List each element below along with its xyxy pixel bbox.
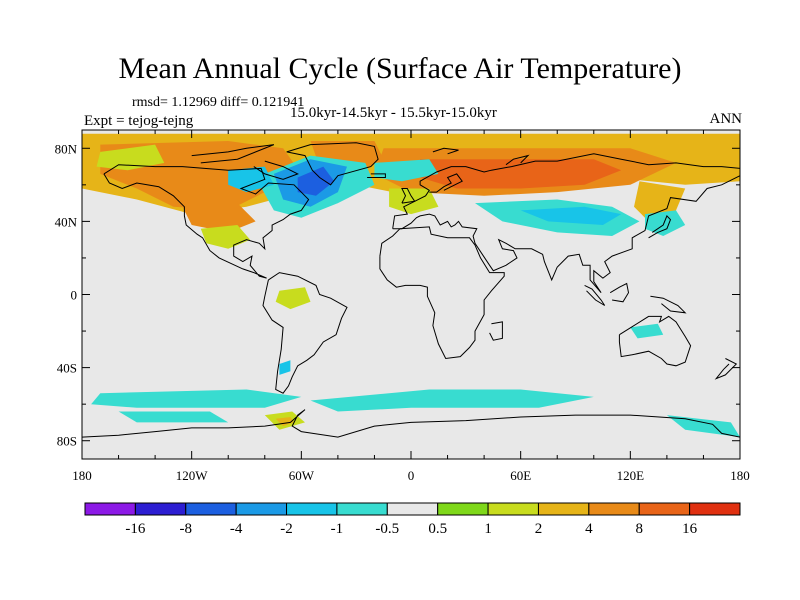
x-tick-label: 60W [289, 468, 315, 483]
coastline-britain [401, 188, 416, 204]
colorbar-label: -0.5 [375, 521, 399, 537]
coastline-greenland [286, 142, 379, 186]
x-tick-label: 180 [730, 468, 750, 483]
y-tick-label: 80N [55, 141, 78, 156]
coastline-svalbard [432, 147, 459, 155]
experiment-label: Expt = tejog-tejng [84, 113, 194, 129]
coastline-africa [379, 226, 505, 360]
x-tick-label: 120E [617, 468, 645, 483]
coastline-sumatra [584, 284, 606, 306]
coastline-scandinavia-sea [429, 173, 463, 193]
y-tick-label: 0 [71, 288, 78, 303]
coastline-borneo [609, 282, 630, 303]
chart-title: Mean Annual Cycle (Surface Air Temperatu… [118, 52, 682, 85]
colorbar-label: 4 [585, 521, 593, 537]
colorbar-swatch [588, 502, 640, 516]
colorbar-label: 0.5 [428, 521, 447, 537]
colorbar-label: -16 [125, 521, 145, 537]
x-tick-label: 0 [408, 468, 415, 483]
coastline-iceland [367, 173, 386, 178]
period-label: 15.0kyr-14.5kyr - 15.5kyr-15.0kyr [290, 105, 497, 121]
coastline-eurasia [392, 153, 740, 294]
colorbar-swatch [689, 502, 741, 516]
season-label: ANN [709, 111, 743, 127]
anomaly-regions [82, 133, 740, 438]
colorbar-swatch [134, 502, 187, 516]
colorbar: -16 -8 -4 -2 -1 -0.5 0.5 1 2 4 8 16 [84, 502, 741, 537]
colorbar-swatch [386, 502, 439, 516]
colorbar-swatch [638, 502, 691, 516]
coastline-baffin [253, 160, 299, 180]
coastline-new-guinea [650, 295, 687, 314]
x-tick-label: 120W [176, 468, 209, 483]
coastline-north-america [103, 164, 310, 279]
colorbar-swatch [185, 502, 237, 516]
anomaly-amazon-warm [275, 287, 311, 310]
coastlines [82, 142, 740, 448]
anomaly-antarctica-coast-cool [666, 415, 740, 438]
coastline-arctic-islands [191, 144, 275, 164]
anomaly-andes-cool [279, 360, 291, 375]
x-tick-label: 60E [510, 468, 531, 483]
anomaly-alaska-green [96, 144, 165, 171]
colorbar-label: -4 [230, 521, 243, 537]
colorbar-label: 16 [682, 521, 698, 537]
y-tick-label: 40S [57, 361, 77, 376]
colorbar-swatch [235, 502, 288, 516]
anomaly-labrador-cool-inner [297, 166, 335, 196]
anomaly-iceland-cool [374, 159, 439, 182]
coastline-new-zealand [714, 358, 738, 380]
colorbar-swatch [336, 502, 388, 516]
colorbar-swatch [84, 502, 136, 516]
map-plot-area [82, 130, 740, 459]
anomaly-southern-ocean-cool-b [310, 389, 594, 412]
coastline-south-america [262, 272, 348, 394]
coastline-japan [648, 215, 672, 239]
anomaly-asia-cool-core [520, 206, 622, 225]
colorbar-swatch [537, 502, 590, 516]
colorbar-label: 2 [535, 521, 543, 537]
rmsd-diff-stats: rmsd= 1.12969 diff= 0.121941 [132, 95, 305, 110]
colorbar-label: 8 [635, 521, 643, 537]
colorbar-label: -2 [280, 521, 293, 537]
x-tick-label: 180 [72, 468, 92, 483]
colorbar-swatch [437, 502, 489, 516]
coastline-madagascar [489, 321, 503, 341]
colorbar-label: -8 [180, 521, 193, 537]
coastline-antarctica [82, 409, 740, 448]
anomaly-eurasia-warm-core [420, 159, 622, 189]
colorbar-label: 1 [484, 521, 492, 537]
y-tick-label: 80S [57, 434, 77, 449]
anomaly-southern-ocean-cool-a [91, 389, 302, 408]
anomaly-southern-ocean-cool-c [118, 411, 229, 423]
coastline-australia [618, 315, 692, 367]
axis-ticks: 180 120W 60W 0 60E 120E 180 80N 40N 0 40S 80S [55, 130, 750, 483]
y-tick-label: 40N [55, 214, 78, 229]
colorbar-swatch [487, 502, 539, 516]
coastline-novaya-zemlya [505, 154, 530, 166]
colorbar-swatch [286, 502, 338, 516]
anomaly-antarctic-peninsula-warm [275, 417, 294, 427]
anomaly-indonesia-cool [630, 323, 664, 339]
anomaly-japan-cool [645, 210, 686, 236]
colorbar-label: -1 [331, 521, 344, 537]
